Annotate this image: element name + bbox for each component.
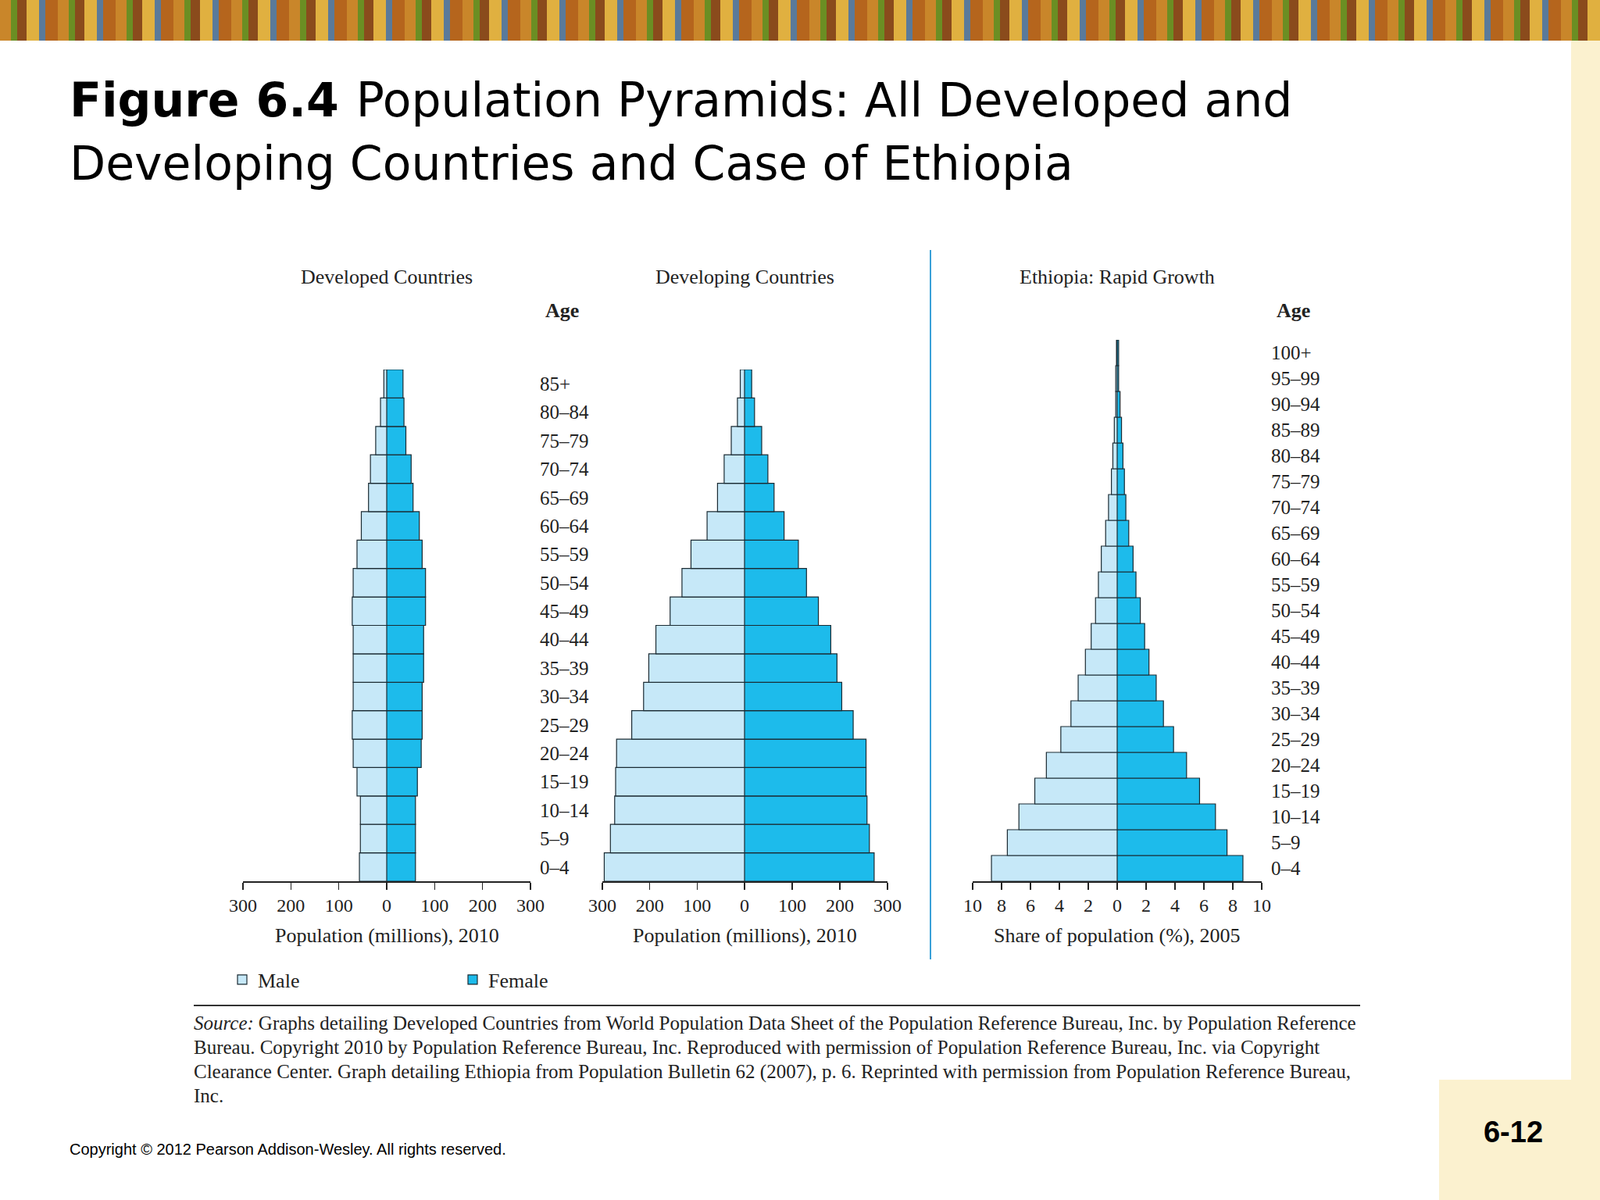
svg-text:95–99: 95–99 (1271, 367, 1321, 390)
svg-text:60–64: 60–64 (1271, 548, 1321, 570)
svg-text:50–54: 50–54 (539, 572, 590, 594)
svg-text:30–34: 30–34 (539, 685, 590, 708)
svg-text:Ethiopia: Rapid Growth: Ethiopia: Rapid Growth (1019, 265, 1215, 289)
svg-text:0: 0 (1112, 895, 1122, 916)
svg-text:45–49: 45–49 (539, 600, 590, 622)
svg-text:80–84: 80–84 (539, 401, 590, 423)
svg-text:100+: 100+ (1271, 342, 1312, 364)
svg-text:200: 200 (635, 895, 665, 916)
svg-text:100: 100 (778, 895, 807, 916)
svg-text:0–4: 0–4 (1271, 857, 1301, 879)
svg-text:25–29: 25–29 (1271, 728, 1321, 750)
svg-text:5–9: 5–9 (1271, 832, 1301, 854)
svg-text:Developing Countries: Developing Countries (655, 265, 835, 289)
svg-text:Developed Countries: Developed Countries (300, 265, 473, 289)
svg-text:0–4: 0–4 (539, 857, 570, 879)
svg-text:75–79: 75–79 (539, 430, 590, 452)
svg-text:85–89: 85–89 (1271, 419, 1321, 441)
svg-text:35–39: 35–39 (1271, 677, 1321, 699)
svg-text:6: 6 (1025, 895, 1036, 916)
svg-text:Share of population (%), 2005: Share of population (%), 2005 (993, 924, 1241, 947)
html-text:6-12: 6-12 (1483, 1115, 1543, 1149)
svg-text:Population (millions), 2010: Population (millions), 2010 (275, 924, 500, 947)
svg-text:25–29: 25–29 (539, 714, 590, 736)
svg-text:300: 300 (228, 895, 258, 916)
svg-text:55–59: 55–59 (1271, 574, 1321, 596)
svg-text:30–34: 30–34 (1271, 703, 1321, 725)
svg-text:50–54: 50–54 (1271, 600, 1321, 622)
svg-text:0: 0 (739, 895, 750, 916)
svg-text:10: 10 (1252, 895, 1272, 916)
svg-text:90–94: 90–94 (1271, 393, 1321, 415)
svg-text:300: 300 (588, 895, 617, 916)
svg-text:Female: Female (488, 969, 549, 993)
svg-text:100: 100 (325, 895, 354, 916)
svg-text:200: 200 (825, 895, 854, 916)
svg-text:8: 8 (1228, 895, 1238, 916)
svg-text:Population (millions), 2010: Population (millions), 2010 (632, 924, 858, 947)
svg-text:60–64: 60–64 (539, 515, 590, 537)
svg-text:2: 2 (1141, 895, 1151, 916)
svg-text:75–79: 75–79 (1271, 471, 1321, 493)
svg-text:10–14: 10–14 (539, 800, 590, 822)
svg-text:6: 6 (1199, 895, 1209, 916)
svg-text:65–69: 65–69 (1271, 522, 1321, 544)
svg-text:300: 300 (873, 895, 902, 916)
svg-text:300: 300 (516, 895, 545, 916)
svg-text:10–14: 10–14 (1271, 806, 1321, 828)
svg-text:80–84: 80–84 (1271, 445, 1321, 467)
svg-text:200: 200 (468, 895, 497, 916)
svg-text:4: 4 (1170, 895, 1180, 916)
svg-text:10: 10 (963, 895, 983, 916)
svg-text:70–74: 70–74 (1271, 496, 1321, 518)
svg-text:40–44: 40–44 (539, 628, 590, 650)
svg-text:40–44: 40–44 (1271, 651, 1321, 673)
svg-text:200: 200 (276, 895, 305, 916)
svg-text:70–74: 70–74 (539, 458, 590, 480)
svg-text:15–19: 15–19 (1271, 780, 1321, 802)
svg-text:35–39: 35–39 (539, 657, 590, 679)
svg-text:Male: Male (257, 969, 300, 993)
svg-text:Age: Age (1276, 299, 1311, 322)
svg-text:55–59: 55–59 (539, 543, 590, 565)
html-text:Copyright © 2012 Pearson Addis: Copyright © 2012 Pearson Addison-Wesley.… (69, 1140, 507, 1158)
html-text:Figure 6.4 Population Pyramids: Figure 6.4 Population Pyramids: All Deve… (69, 72, 1293, 191)
svg-text:4: 4 (1054, 895, 1065, 916)
svg-text:65–69: 65–69 (539, 487, 590, 509)
svg-text:2: 2 (1083, 895, 1093, 916)
html-text:Source: Graphs detailing Devel: Source: Graphs detailing Developed Count… (193, 1012, 1356, 1107)
svg-text:45–49: 45–49 (1271, 625, 1321, 647)
svg-text:15–19: 15–19 (539, 771, 590, 793)
svg-text:100: 100 (420, 895, 449, 916)
svg-text:0: 0 (382, 895, 392, 916)
svg-text:100: 100 (682, 895, 711, 916)
svg-text:8: 8 (996, 895, 1007, 916)
svg-text:20–24: 20–24 (1271, 754, 1321, 776)
svg-text:20–24: 20–24 (539, 742, 590, 765)
svg-text:Age: Age (545, 299, 579, 322)
svg-text:5–9: 5–9 (539, 828, 570, 850)
svg-text:85+: 85+ (539, 373, 571, 395)
